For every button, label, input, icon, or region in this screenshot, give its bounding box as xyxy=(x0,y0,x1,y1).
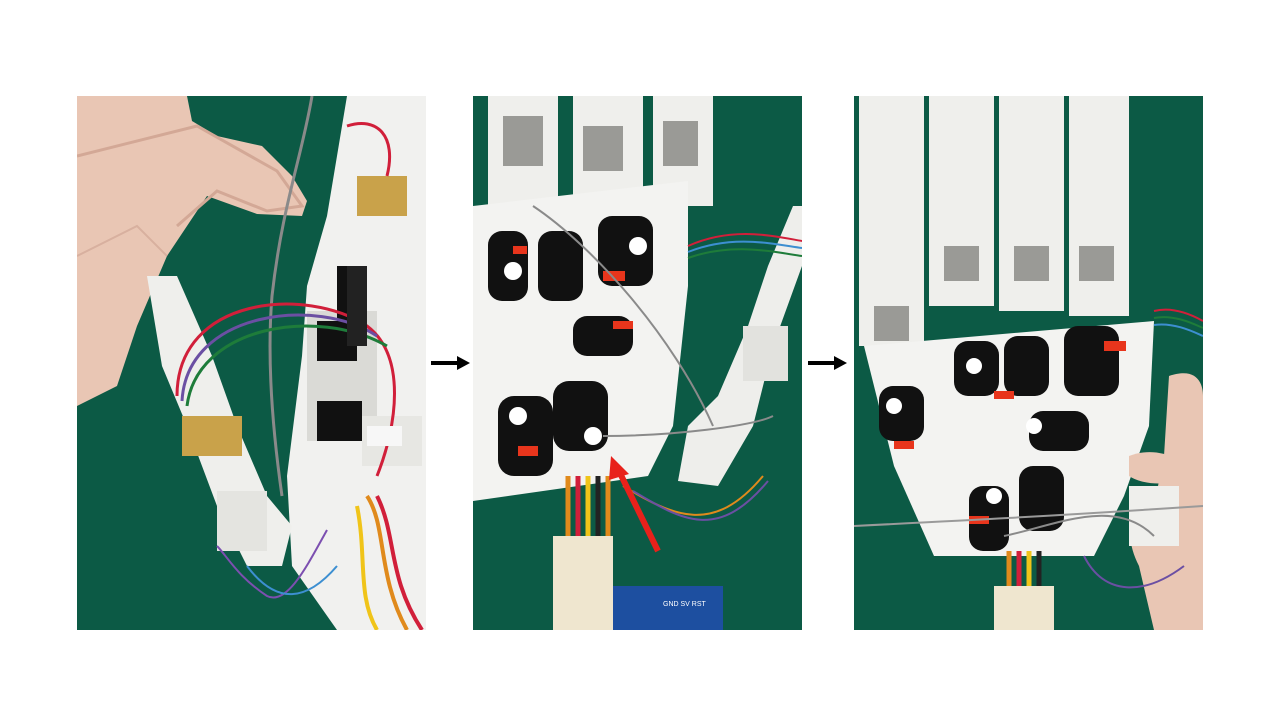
pcb-label: GND SV RST xyxy=(663,601,707,608)
photo-panel-right xyxy=(854,96,1203,630)
photo-panel-middle: GND SV RST xyxy=(473,96,802,630)
photo-middle-illustration: GND SV RST xyxy=(473,96,802,630)
right-arrow-icon xyxy=(431,355,471,371)
photo-right-illustration xyxy=(854,96,1203,630)
red-indicator-arrow xyxy=(615,467,661,553)
photo-panel-left xyxy=(77,96,426,630)
photo-left-illustration xyxy=(77,96,426,630)
right-arrow-icon-2 xyxy=(808,355,848,371)
